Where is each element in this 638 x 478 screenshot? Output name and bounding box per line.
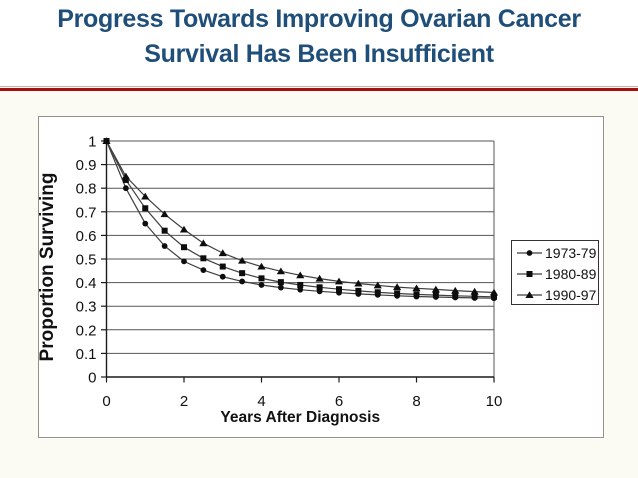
survival-chart: 1 0.9 0.8 0.7 0.6 0.5 0.4 0.3 0.2 0.1 00 2 4 6 8 10 Year… (37, 134, 599, 426)
triangle-marker (141, 192, 150, 200)
circle-marker (122, 185, 129, 192)
y-tick-label: 0.6 (76, 228, 97, 245)
title-line-1: Progress Towards Improving Ovarian Cance… (57, 5, 581, 33)
triangle-marker (102, 137, 111, 144)
x-tick-label: 10 (486, 393, 503, 410)
triangle-marker (451, 286, 460, 294)
square-marker (452, 292, 459, 299)
circle-marker (277, 284, 284, 291)
triangle-marker (315, 274, 324, 282)
x-tick-label: 6 (335, 393, 343, 410)
triangle-marker (238, 256, 247, 264)
series-1990-97 (102, 137, 499, 296)
circle-marker (200, 267, 207, 273)
legend-label: 1980-89 (545, 266, 597, 282)
square-marker (200, 255, 207, 262)
x-tick-label: 2 (180, 393, 188, 410)
triangle-marker (121, 172, 130, 180)
square-marker (258, 275, 265, 282)
triangle-marker (489, 288, 499, 296)
x-axis-title: Years After Diagnosis (220, 409, 380, 426)
legend-item-1990-97: 1990-97 (517, 287, 597, 303)
slide-body: 1 0.9 0.8 0.7 0.6 0.5 0.4 0.3 0.2 0.1 0 0 2 4 6 8 10 Year… (0, 91, 638, 478)
square-marker (219, 263, 226, 270)
x-tick-label: 8 (412, 393, 420, 410)
square-marker (297, 281, 304, 288)
y-tick-label: 0.7 (76, 204, 97, 221)
chart-legend: 1973-79 1980-89 1990-97 (511, 240, 599, 305)
circle-marker (181, 258, 187, 265)
triangle-marker (257, 262, 266, 270)
square-marker (277, 279, 284, 286)
y-tick-label: 0 (88, 370, 96, 387)
triangle-marker (218, 249, 227, 257)
y-axis-title: Proportion Surviving (39, 173, 58, 362)
x-tick-label: 0 (102, 393, 110, 410)
triangle-marker (160, 210, 169, 218)
slide-title: Progress Towards Improving Ovarian Cance… (0, 2, 638, 72)
circle-marker (142, 220, 149, 227)
square-marker (161, 227, 168, 234)
circle-marker (161, 243, 168, 249)
square-marker (413, 291, 420, 298)
triangle-marker (412, 284, 421, 292)
square-marker (142, 205, 149, 212)
y-tick-label: 0.2 (76, 322, 97, 339)
triangle-marker (373, 281, 382, 289)
square-marker (239, 270, 246, 277)
triangle-marker (470, 287, 479, 295)
square-marker (432, 292, 439, 299)
square-marker (316, 284, 323, 291)
square-marker (491, 293, 497, 300)
circle-marker (239, 278, 246, 285)
triangle-marker (525, 291, 534, 298)
y-tick-label: 1 (88, 134, 96, 151)
legend-label: 1990-97 (545, 287, 597, 303)
square-marker (526, 271, 533, 277)
circle-marker (258, 282, 265, 288)
legend-item-1973-79: 1973-79 (517, 245, 597, 261)
square-marker (471, 293, 478, 300)
triangle-marker (393, 283, 402, 291)
title-line-2: Survival Has Been Insufficient (144, 40, 494, 68)
triangle-marker (296, 271, 305, 279)
legend-item-1980-89: 1980-89 (517, 266, 597, 282)
y-tick-label: 0.3 (76, 299, 97, 316)
title-divider (0, 86, 638, 91)
square-marker (181, 244, 187, 251)
y-tick-label: 0.4 (76, 275, 97, 292)
y-tick-label: 0.9 (76, 157, 97, 174)
square-marker (394, 290, 401, 297)
square-marker (336, 286, 342, 293)
triangle-marker (354, 279, 363, 287)
triangle-marker (334, 277, 344, 285)
series-1980-89 (103, 138, 497, 300)
square-marker (355, 287, 362, 294)
triangle-marker (276, 267, 285, 275)
legend-box (511, 240, 599, 305)
y-tick-label: 0.8 (76, 181, 97, 198)
square-marker (374, 289, 381, 296)
y-tick-label: 0.5 (76, 252, 97, 269)
chart-frame: 1 0.9 0.8 0.7 0.6 0.5 0.4 0.3 0.2 0.1 0 0 2 4 6 8 10 Year… (37, 116, 604, 438)
triangle-marker (179, 225, 189, 233)
square-marker (122, 176, 129, 183)
triangle-marker (199, 239, 208, 247)
x-tick-label: 4 (257, 393, 265, 410)
y-tick-label: 0.1 (76, 346, 97, 363)
circle-marker (297, 286, 304, 293)
triangle-marker (431, 285, 440, 293)
legend-label: 1973-79 (545, 245, 597, 261)
circle-marker (526, 250, 533, 256)
circle-marker (219, 273, 226, 280)
